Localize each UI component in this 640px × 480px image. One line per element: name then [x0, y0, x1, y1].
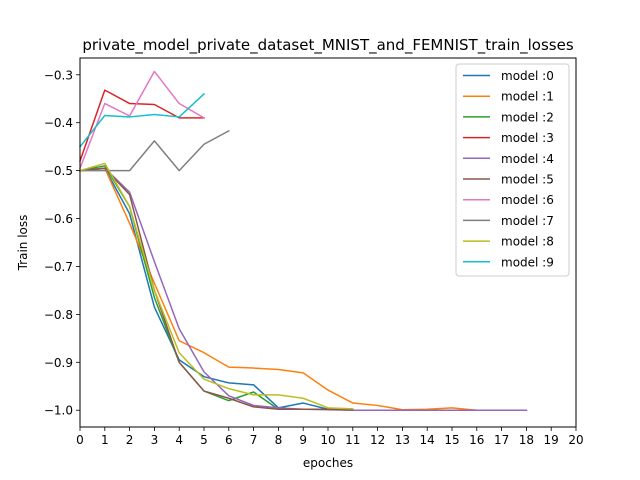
x-tick-label: 11 [345, 433, 360, 447]
series-layer [78, 70, 528, 412]
x-tick-label: 15 [444, 433, 459, 447]
legend-label-model-4: model :4 [501, 152, 554, 166]
x-tick-label: 10 [320, 433, 335, 447]
legend-label-model-2: model :2 [501, 110, 554, 124]
x-tick-label: 20 [568, 433, 583, 447]
x-tick-label: 2 [126, 433, 134, 447]
x-tick-label: 7 [250, 433, 258, 447]
legend-label-model-8: model :8 [501, 235, 554, 249]
y-tick-label: −1.0 [44, 404, 73, 418]
x-axis-label: epoches [303, 456, 353, 470]
x-tick-label: 0 [76, 433, 84, 447]
x-tick-label: 16 [469, 433, 484, 447]
legend-label-model-0: model :0 [501, 69, 554, 83]
x-tick-label: 14 [420, 433, 435, 447]
legend-label-model-5: model :5 [501, 173, 554, 187]
y-tick-label: −0.3 [44, 68, 73, 82]
y-tick-label: −0.7 [44, 260, 73, 274]
series-line-model-3 [79, 89, 205, 162]
x-tick-label: 8 [275, 433, 283, 447]
legend-label-model-3: model :3 [501, 131, 554, 145]
legend-label-model-6: model :6 [501, 193, 554, 207]
x-tick-label: 6 [225, 433, 233, 447]
x-tick-label: 4 [175, 433, 183, 447]
x-axis-ticks: 0 1 2 3 4 5 6 7 8 9 10 11 12 13 14 15 16 17 18 19 20 [76, 427, 584, 447]
x-tick-label: 17 [494, 433, 509, 447]
y-tick-label: −0.6 [44, 212, 73, 226]
legend-items: model :0 model :1 model :2 model :3 model :4… [463, 69, 554, 269]
y-tick-label: −0.5 [44, 164, 73, 178]
series-line-model-8 [79, 162, 354, 410]
series-line-model-5 [79, 167, 354, 411]
x-tick-label: 19 [544, 433, 559, 447]
series-line-model-6 [79, 70, 206, 170]
legend-label-model-7: model :7 [501, 214, 554, 228]
y-tick-label: −0.8 [44, 308, 73, 322]
y-tick-label: −0.4 [44, 116, 73, 130]
series-line-model-7 [79, 129, 230, 172]
series-line-model-0 [79, 167, 354, 412]
chart-title: private_model_private_dataset_MNIST_and_… [82, 36, 573, 55]
series-line-model-1 [79, 167, 528, 411]
x-tick-label: 12 [370, 433, 385, 447]
x-tick-label: 18 [519, 433, 534, 447]
x-tick-label: 1 [101, 433, 109, 447]
x-tick-label: 13 [395, 433, 410, 447]
y-tick-label: −0.9 [44, 356, 73, 370]
series-line-model-9 [78, 92, 206, 148]
y-axis-ticks: −0.3 −0.4 −0.5 −0.6 −0.7 −0.8 −0.9 −1.0 [44, 68, 80, 418]
x-tick-label: 5 [200, 433, 208, 447]
legend: model :0 model :1 model :2 model :3 model :4… [455, 63, 570, 277]
y-axis-label: Train loss [16, 215, 30, 272]
legend-label-model-9: model :9 [501, 255, 554, 269]
x-tick-label: 3 [151, 433, 159, 447]
legend-label-model-1: model :1 [501, 90, 554, 104]
x-tick-label: 9 [299, 433, 307, 447]
